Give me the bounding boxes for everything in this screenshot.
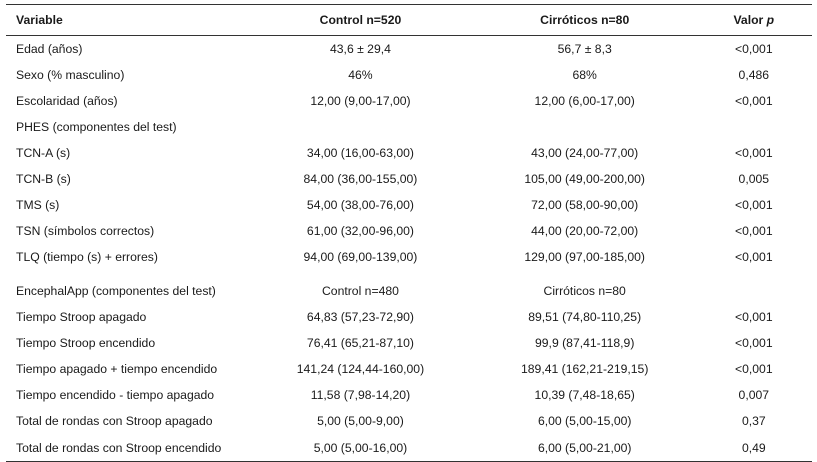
cell-cirroticos: 6,00 (5,00-21,00) bbox=[473, 434, 696, 462]
cell-cirroticos: 56,7 ± 8,3 bbox=[557, 42, 612, 56]
table-row: TCN-B (s) 84,00 (36,00-155,00) 105,00 (49,… bbox=[6, 166, 812, 192]
cell-cirroticos: 68% bbox=[572, 68, 597, 82]
cell-cirroticos bbox=[474, 114, 696, 140]
cell-cirroticos: 44,00 (20,00-72,00) bbox=[531, 224, 639, 238]
cell-control: 54,00 (38,00-76,00) bbox=[306, 198, 414, 212]
cell-control: 141,24 (124,44-160,00) bbox=[296, 362, 425, 376]
header-valor-p: Valor p bbox=[695, 4, 812, 36]
cell-control: 94,00 (69,00-139,00) bbox=[303, 250, 418, 264]
cell-variable: TSN (símbolos correctos) bbox=[16, 224, 155, 238]
cell-control: 12,00 (9,00-17,00) bbox=[310, 94, 411, 108]
cell-variable: PHES (componentes del test) bbox=[16, 120, 177, 134]
table-row: Tiempo Stroop encendido 76,41 (65,21-87,1… bbox=[6, 330, 812, 356]
cell-control: Control n=480 bbox=[322, 284, 399, 298]
cell-cirroticos: 105,00 (49,00-200,00) bbox=[524, 172, 645, 186]
cell-control: 84,00 (36,00-155,00) bbox=[303, 172, 418, 186]
cell-variable: TCN-A (s) bbox=[16, 146, 71, 160]
cell-variable: TMS (s) bbox=[16, 198, 60, 212]
cell-control: 76,41 (65,21-87,10) bbox=[306, 336, 414, 350]
comparison-table: Variable Control n=520 Cirróticos n=80 V… bbox=[6, 4, 812, 462]
cell-variable: TLQ (tiempo (s) + errores) bbox=[16, 250, 158, 264]
cell-control: 61,00 (32,00-96,00) bbox=[306, 224, 414, 238]
cell-p-value bbox=[696, 278, 812, 304]
cell-variable: TCN-B (s) bbox=[16, 172, 71, 186]
table-row: EncephalApp (componentes del test) Contro… bbox=[6, 278, 812, 304]
cell-cirroticos: 6,00 (5,00-15,00) bbox=[537, 414, 632, 428]
cell-variable: Tiempo Stroop apagado bbox=[16, 310, 147, 324]
cell-cirroticos: 72,00 (58,00-90,00) bbox=[531, 198, 639, 212]
cell-p-value bbox=[696, 114, 812, 140]
cell-cirroticos: 189,41 (162,21-219,15) bbox=[520, 362, 649, 376]
cell-p-value: <0,001 bbox=[734, 336, 773, 350]
table-row: TLQ (tiempo (s) + errores) 94,00 (69,00-1… bbox=[6, 244, 812, 270]
cell-control: 43,6 ± 29,4 bbox=[330, 42, 391, 56]
table-row: TMS (s) 54,00 (38,00-76,00) 72,00 (58,00-9… bbox=[6, 192, 812, 218]
header-cirroticos: Cirróticos n=80 bbox=[473, 4, 696, 36]
cell-p-value: <0,001 bbox=[734, 362, 773, 376]
table-row: PHES (componentes del test) bbox=[6, 114, 812, 140]
table-row: Tiempo apagado + tiempo encendido 141,24 … bbox=[6, 356, 812, 382]
cell-control: 34,00 (16,00-63,00) bbox=[306, 146, 414, 160]
table-row: Total de rondas con Stroop apagado 5,00 (… bbox=[6, 408, 812, 434]
cell-control: 5,00 (5,00-9,00) bbox=[317, 414, 404, 428]
cell-cirroticos: 89,51 (74,80-110,25) bbox=[528, 310, 642, 324]
cell-p-value: <0,001 bbox=[734, 146, 773, 160]
cell-variable: Tiempo Stroop encendido bbox=[16, 336, 156, 350]
cell-cirroticos: Cirróticos n=80 bbox=[543, 284, 626, 298]
cell-p-value: <0,001 bbox=[734, 42, 773, 56]
cell-variable: Tiempo apagado + tiempo encendido bbox=[16, 362, 218, 376]
cell-p-value: 0,007 bbox=[738, 388, 770, 402]
cell-variable: Edad (años) bbox=[16, 42, 83, 56]
header-p-label: p bbox=[766, 13, 775, 27]
cell-variable: Total de rondas con Stroop encendido bbox=[6, 434, 248, 462]
cell-p-value: <0,001 bbox=[734, 198, 773, 212]
cell-p-value: <0,001 bbox=[734, 224, 773, 238]
cell-control: 64,83 (57,23-72,90) bbox=[306, 310, 414, 324]
header-variable: Variable bbox=[6, 4, 248, 36]
cell-cirroticos: 43,00 (24,00-77,00) bbox=[531, 146, 639, 160]
cell-control: 11,58 (7,98-14,20) bbox=[310, 388, 411, 402]
header-valor-label: Valor bbox=[733, 13, 764, 27]
header-control: Control n=520 bbox=[247, 4, 474, 36]
table-row: Total de rondas con Stroop encendido 5,00… bbox=[6, 434, 812, 462]
table-body: Edad (años) 43,6 ± 29,4 56,7 ± 8,3 <0,001 Se… bbox=[6, 36, 812, 462]
cell-p-value: 0,005 bbox=[738, 172, 770, 186]
cell-p-value: 0,49 bbox=[695, 434, 812, 462]
cell-cirroticos: 129,00 (97,00-185,00) bbox=[524, 250, 645, 264]
table-row: TCN-A (s) 34,00 (16,00-63,00) 43,00 (24,00… bbox=[6, 140, 812, 166]
table-row: Escolaridad (años) 12,00 (9,00-17,00) 12,0… bbox=[6, 88, 812, 114]
cell-variable: Escolaridad (años) bbox=[16, 94, 118, 108]
cell-variable: EncephalApp (componentes del test) bbox=[16, 284, 216, 298]
table-header: Variable Control n=520 Cirróticos n=80 V… bbox=[6, 4, 812, 36]
spacer-row bbox=[6, 270, 812, 278]
spacer-cell bbox=[6, 270, 812, 278]
cell-variable: Total de rondas con Stroop apagado bbox=[16, 414, 213, 428]
cell-p-value: 0,37 bbox=[741, 414, 766, 428]
cell-control: 46% bbox=[348, 68, 373, 82]
cell-cirroticos: 99,9 (87,41-118,9) bbox=[535, 336, 635, 350]
cell-variable: Sexo (% masculino) bbox=[16, 68, 125, 82]
cell-p-value: <0,001 bbox=[734, 310, 773, 324]
cell-control bbox=[247, 114, 474, 140]
cell-p-value: <0,001 bbox=[734, 250, 773, 264]
cell-p-value: <0,001 bbox=[734, 94, 773, 108]
cell-variable: Tiempo encendido - tiempo apagado bbox=[16, 388, 215, 402]
cell-cirroticos: 12,00 (6,00-17,00) bbox=[534, 94, 635, 108]
table-row: Sexo (% masculino) 46% 68% 0,486 bbox=[6, 62, 812, 88]
cell-p-value: 0,486 bbox=[738, 68, 770, 82]
table-row: Edad (años) 43,6 ± 29,4 56,7 ± 8,3 <0,001 bbox=[6, 36, 812, 63]
table-row: Tiempo encendido - tiempo apagado 11,58 (… bbox=[6, 382, 812, 408]
table-row: TSN (símbolos correctos) 61,00 (32,00-96,… bbox=[6, 218, 812, 244]
cell-control: 5,00 (5,00-16,00) bbox=[247, 434, 474, 462]
table-row: Tiempo Stroop apagado 64,83 (57,23-72,90)… bbox=[6, 304, 812, 330]
header-row: Variable Control n=520 Cirróticos n=80 V… bbox=[6, 4, 812, 36]
cell-cirroticos: 10,39 (7,48-18,65) bbox=[534, 388, 635, 402]
